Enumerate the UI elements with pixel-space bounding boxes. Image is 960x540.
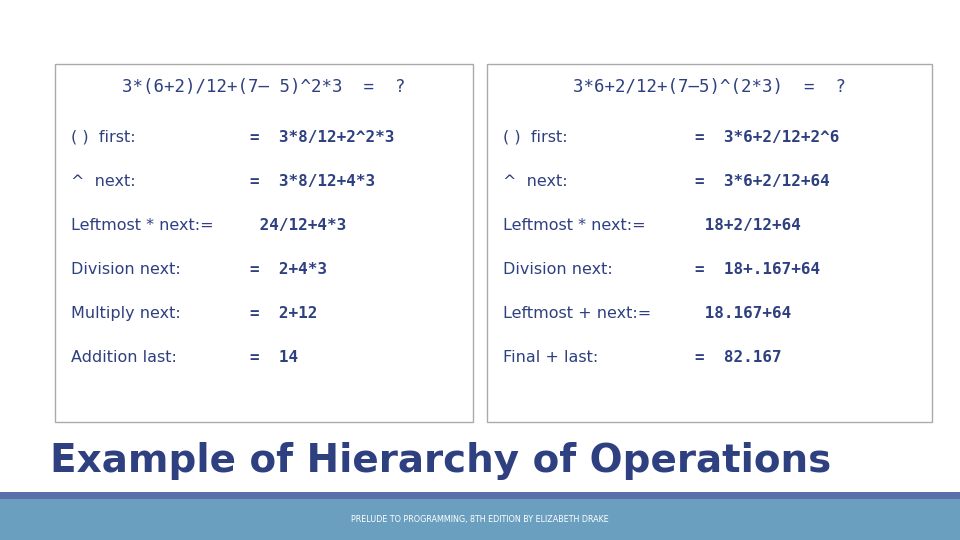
Text: Division next:: Division next: [71,262,180,277]
Text: =  82.167: = 82.167 [695,350,781,365]
Text: =  2+12: = 2+12 [250,306,318,321]
Bar [0,492,960,499]
Text: Multiply next:: Multiply next: [71,306,180,321]
Text: Division next:: Division next: [503,262,612,277]
Text: =  14: = 14 [250,350,299,365]
Text: =  3*6+2/12+2^6: = 3*6+2/12+2^6 [695,130,839,145]
Text: =  3*8/12+4*3: = 3*8/12+4*3 [250,174,375,189]
Text: 18+2/12+64: 18+2/12+64 [695,218,801,233]
Text: ( )  first:: ( ) first: [503,130,567,145]
Text: Final + last:: Final + last: [503,350,598,365]
Text: 3*(6+2)/12+(7– 5)^2*3  =  ?: 3*(6+2)/12+(7– 5)^2*3 = ? [122,78,406,96]
Text: =  2+4*3: = 2+4*3 [250,262,327,277]
Text: ^  next:: ^ next: [71,174,135,189]
Text: Example of Hierarchy of Operations: Example of Hierarchy of Operations [50,442,831,480]
Text: Leftmost * next:=: Leftmost * next:= [503,218,646,233]
Text: Leftmost + next:=: Leftmost + next:= [503,306,651,321]
Text: ( )  first:: ( ) first: [71,130,135,145]
Bar [55,64,473,422]
Text: =  18+.167+64: = 18+.167+64 [695,262,820,277]
Bar [0,492,960,540]
Text: 18.167+64: 18.167+64 [695,306,791,321]
Text: PRELUDE TO PROGRAMMING, 8TH EDITION BY ELIZABETH DRAKE: PRELUDE TO PROGRAMMING, 8TH EDITION BY E… [351,515,609,524]
Text: =  3*6+2/12+64: = 3*6+2/12+64 [695,174,829,189]
Text: Leftmost * next:=: Leftmost * next:= [71,218,214,233]
Text: ^  next:: ^ next: [503,174,567,189]
Bar [487,64,932,422]
Text: 24/12+4*3: 24/12+4*3 [250,218,347,233]
Text: =  3*8/12+2^2*3: = 3*8/12+2^2*3 [250,130,395,145]
Text: Addition last:: Addition last: [71,350,177,365]
Text: 3*6+2/12+(7–5)^(2*3)  =  ?: 3*6+2/12+(7–5)^(2*3) = ? [573,78,846,96]
